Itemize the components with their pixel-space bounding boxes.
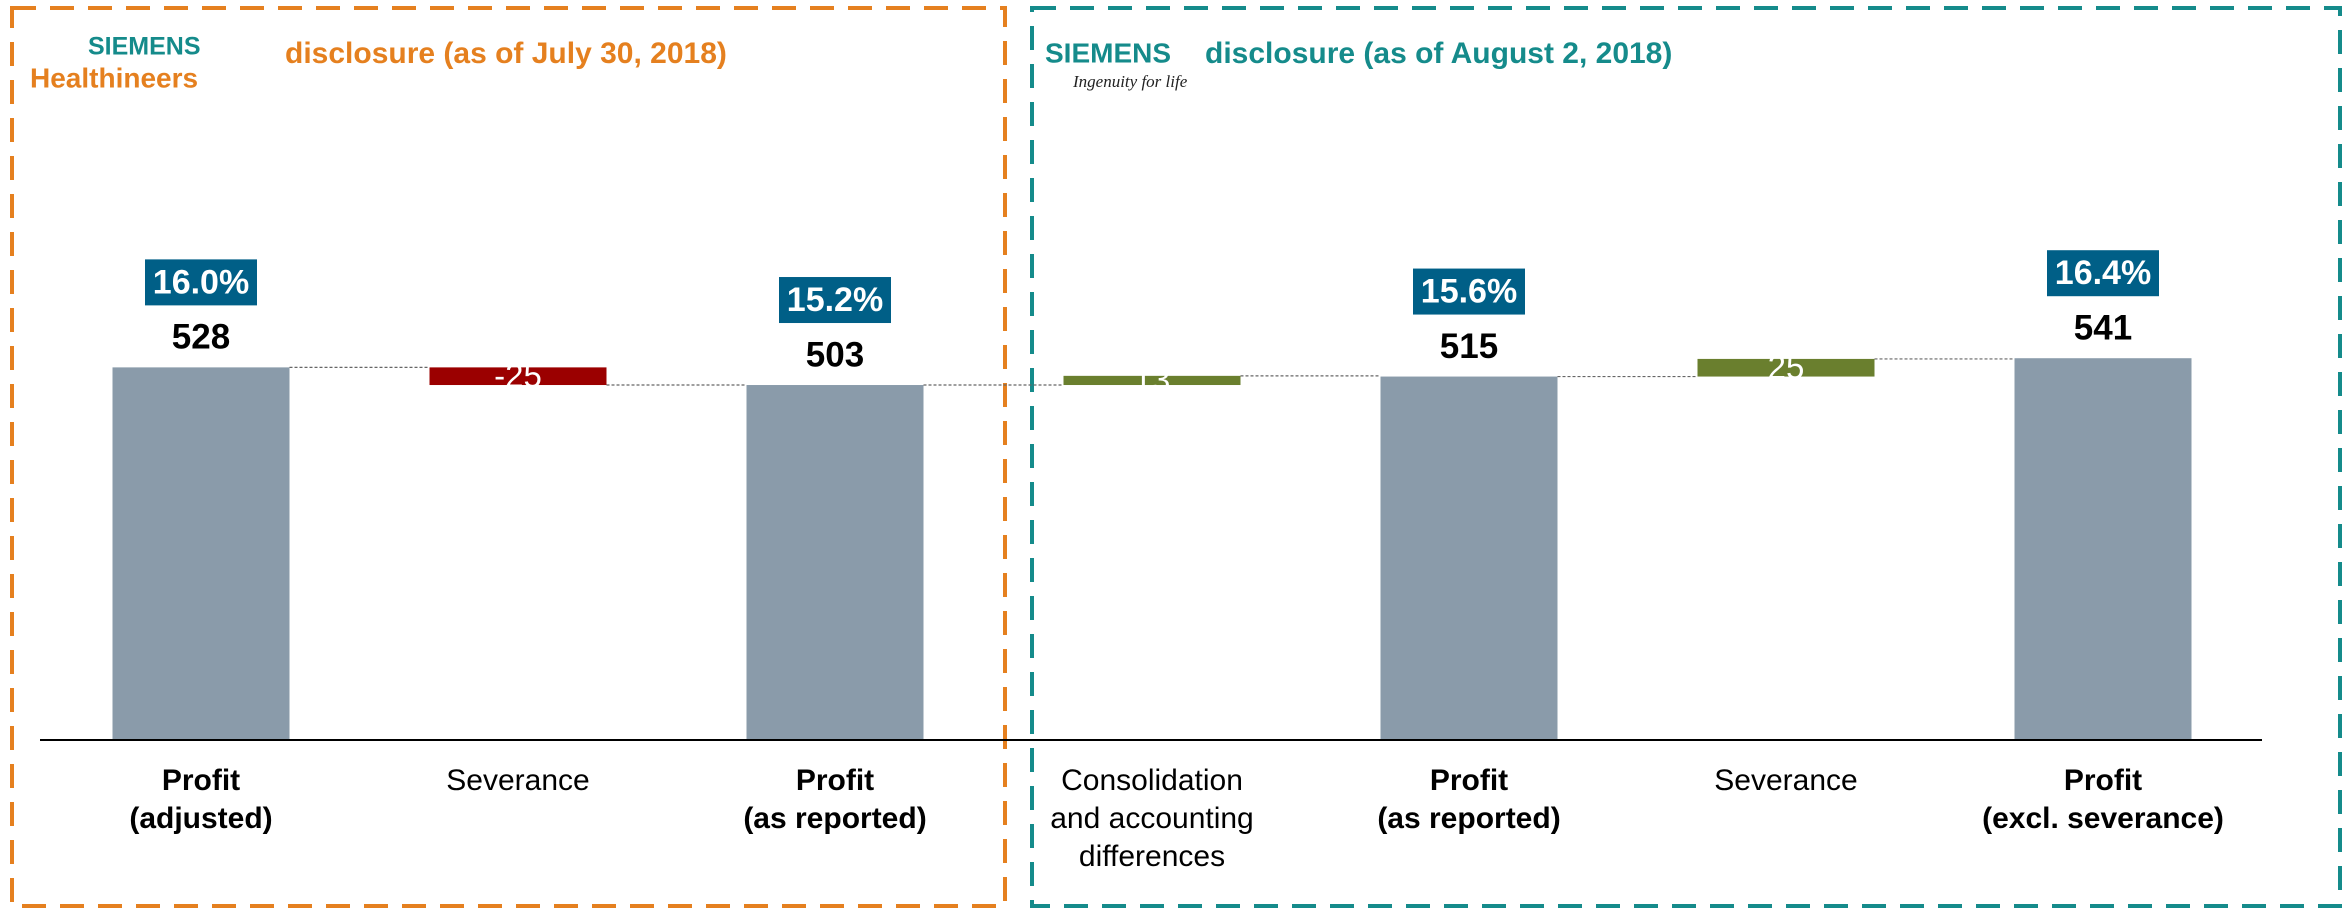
header-title: disclosure (as of July 30, 2018) xyxy=(285,37,727,70)
x-tick-label: Profit xyxy=(2064,764,2142,797)
x-tick-label: (as reported) xyxy=(1377,802,1560,835)
margin-label: 15.6% xyxy=(1421,273,1517,311)
margin-box xyxy=(145,259,257,306)
x-tick-label: Profit xyxy=(1430,764,1508,797)
x-tick-label: Severance xyxy=(1714,764,1857,797)
x-tick-label: (as reported) xyxy=(743,802,926,835)
bar xyxy=(112,367,290,740)
margin-box xyxy=(1413,268,1525,315)
x-tick-label: Severance xyxy=(446,764,589,797)
value-label: 25 xyxy=(1768,348,1805,385)
right-frame xyxy=(1030,6,2342,908)
logo: SIEMENS xyxy=(1045,37,1171,68)
x-tick-label: (adjusted) xyxy=(129,802,272,835)
x-tick-label: (excl. severance) xyxy=(1982,802,2224,835)
logo-sub: Ingenuity for life xyxy=(1072,72,1188,91)
x-tick-label: and accounting xyxy=(1050,802,1254,835)
logo-sub: Healthineers xyxy=(30,62,198,93)
left-frame xyxy=(10,6,1007,908)
bar xyxy=(2014,358,2192,740)
value-label: 503 xyxy=(806,335,864,374)
bar xyxy=(1063,375,1241,386)
value-label: 528 xyxy=(172,318,230,357)
margin-box xyxy=(2047,250,2159,297)
bar xyxy=(1380,376,1558,740)
margin-label: 15.2% xyxy=(787,281,883,319)
logo: SIEMENS xyxy=(88,33,201,61)
margin-label: 16.0% xyxy=(153,263,249,301)
value-label: -25 xyxy=(494,357,542,394)
margin-label: 16.4% xyxy=(2055,254,2151,292)
x-tick-label: Profit xyxy=(796,764,874,797)
x-tick-label: Consolidation xyxy=(1061,764,1243,797)
value-label: 13 xyxy=(1134,361,1171,398)
value-label: 541 xyxy=(2074,308,2132,347)
bar xyxy=(1697,358,1875,377)
value-label: 515 xyxy=(1440,327,1498,366)
x-tick-label: differences xyxy=(1079,840,1225,873)
margin-box xyxy=(779,277,891,324)
bar xyxy=(746,385,924,740)
bar xyxy=(429,367,607,386)
header-title: disclosure (as of August 2, 2018) xyxy=(1205,37,1672,70)
x-tick-label: Profit xyxy=(162,764,240,797)
